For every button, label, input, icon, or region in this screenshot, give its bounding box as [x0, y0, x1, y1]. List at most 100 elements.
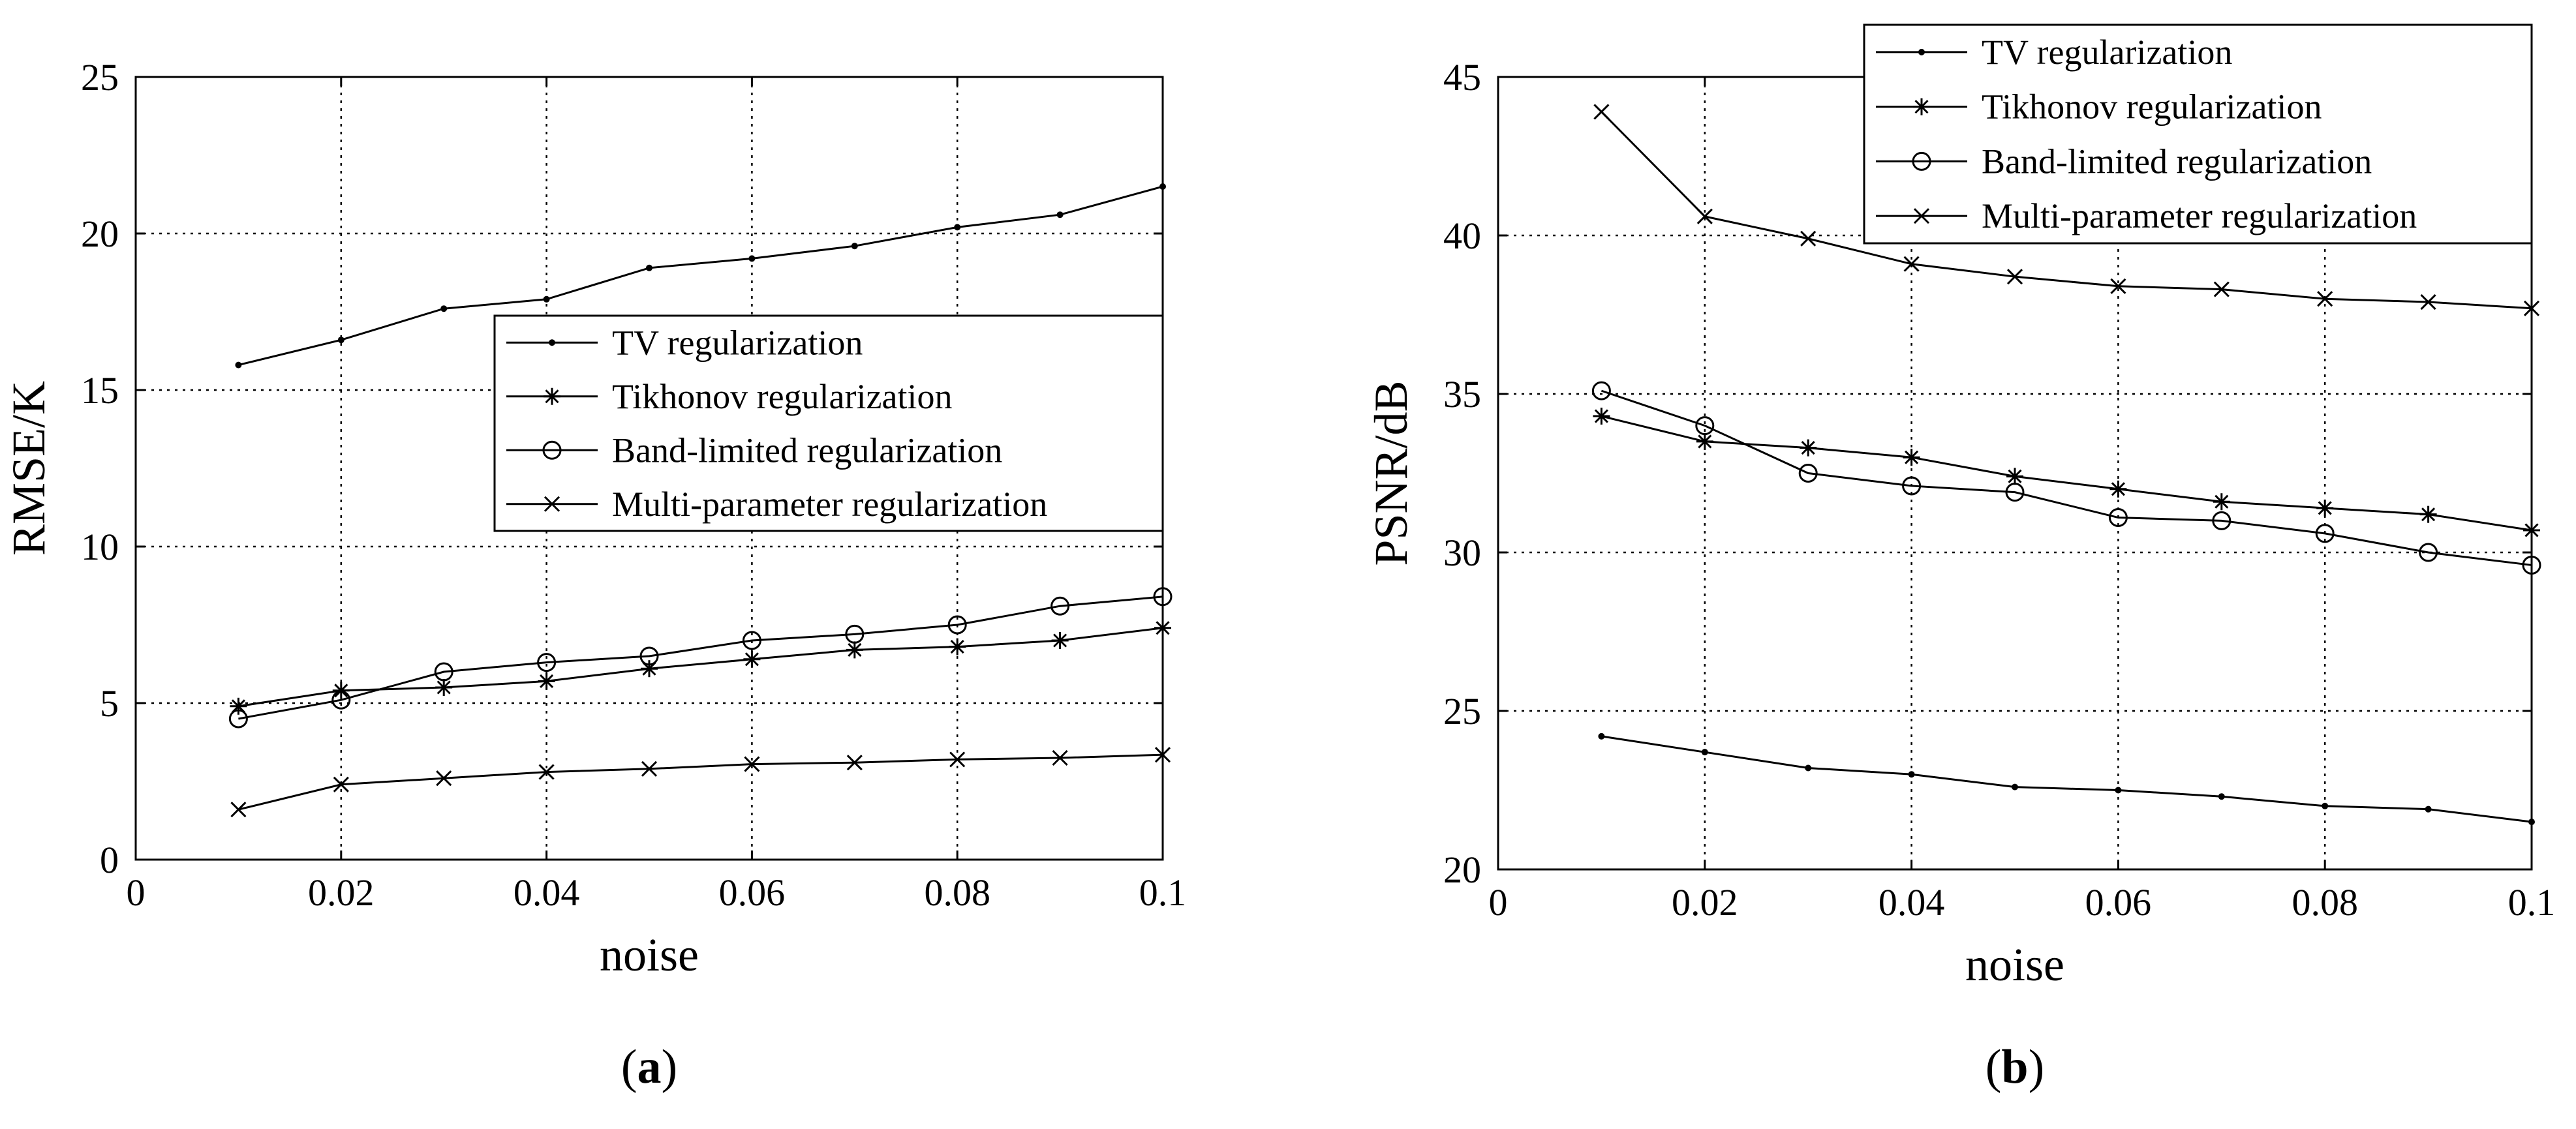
data-point: [846, 755, 863, 771]
data-point: [1593, 408, 1610, 425]
series-line: [1601, 735, 2532, 823]
series-circle: [228, 587, 1173, 729]
data-point: [435, 679, 453, 696]
y-tick-label: 10: [81, 526, 119, 568]
data-point: [2213, 281, 2230, 297]
y-axis-label: PSNR/dB: [1365, 380, 1417, 565]
legend-swatch-marker: [1918, 48, 1925, 55]
series-line: [238, 185, 1163, 367]
data-point: [846, 641, 863, 659]
legend-item: Tikhonov regularization: [506, 377, 952, 416]
series-dot: [235, 183, 1166, 369]
panel-label-letter: b: [2001, 1040, 2028, 1094]
data-point: [2005, 483, 2025, 502]
y-tick-label: 30: [1443, 532, 1481, 574]
y-tick-label: 15: [81, 369, 119, 412]
data-point: [2523, 521, 2540, 539]
panel-label: (b): [1986, 1040, 2044, 1094]
legend-label: Band-limited regularization: [1982, 142, 2372, 181]
data-point: [2218, 793, 2225, 800]
x-tick-label: 0.02: [1672, 881, 1738, 924]
y-tick-label: 25: [1443, 690, 1481, 732]
data-point: [2317, 291, 2333, 307]
legend-item: Multi-parameter regularization: [1876, 196, 2417, 235]
legend-swatch-marker: [544, 387, 560, 405]
series-x: [230, 747, 1171, 818]
data-point: [1153, 587, 1173, 607]
y-tick-label: 20: [1443, 849, 1481, 891]
data-point: [2523, 300, 2540, 316]
legend-label: Multi-parameter regularization: [1982, 196, 2417, 235]
legend-item: TV regularization: [1876, 33, 2232, 72]
legend-label: TV regularization: [612, 323, 863, 362]
data-point: [1056, 211, 1064, 218]
data-point: [2419, 543, 2438, 562]
x-tick-label: 0: [1489, 881, 1508, 924]
legend-swatch-marker: [542, 440, 562, 460]
data-point: [1903, 449, 1920, 466]
y-tick-label: 5: [100, 682, 119, 725]
data-point: [230, 802, 247, 818]
legend-label: Tikhonov regularization: [612, 377, 952, 416]
chart-panel-a: 0 0.02 0.04 0.06 0.08 0.1 0 5 10 15 20 25 noise RMSE/…: [3, 56, 1186, 1094]
chart-panel-b: 0 0.02 0.04 0.06 0.08 0.1 20 25 30 35 40 45 noise PSN…: [1365, 23, 2556, 1094]
x-tick-label: 0.04: [1878, 881, 1945, 924]
data-point: [743, 650, 761, 668]
data-point: [949, 638, 966, 655]
x-tick-label: 0.04: [514, 871, 580, 914]
data-point: [1050, 596, 1070, 616]
data-point: [337, 337, 345, 344]
data-point: [1159, 183, 1166, 190]
series-asterisk: [1593, 408, 2540, 539]
data-point: [440, 305, 448, 312]
data-point: [1695, 416, 1715, 436]
data-point: [1052, 749, 1068, 766]
data-point: [845, 624, 865, 644]
data-point: [1598, 732, 1605, 740]
data-point: [954, 224, 961, 231]
data-point: [1154, 747, 1171, 763]
data-point: [1798, 464, 1818, 483]
legend: TV regularization Tikhonov regularization…: [493, 314, 1164, 532]
data-point: [2108, 508, 2128, 528]
data-point: [537, 653, 557, 672]
legend: TV regularization Tikhonov regularization…: [1863, 23, 2533, 245]
data-point: [742, 631, 761, 650]
x-tick-label: 0.1: [1139, 871, 1187, 914]
x-tick-label: 0.08: [2292, 881, 2358, 924]
x-tick-label: 0.02: [308, 871, 375, 914]
data-point: [1903, 256, 1920, 272]
y-tick-label: 20: [81, 213, 119, 255]
x-tick-label: 0.08: [924, 871, 990, 914]
data-point: [949, 751, 966, 768]
x-tick-label: 0.06: [2085, 881, 2152, 924]
legend-swatch-marker: [544, 496, 560, 512]
series-line: [1601, 389, 2532, 566]
data-point: [2006, 468, 2023, 485]
data-point: [748, 255, 756, 262]
legend-item: Band-limited regularization: [506, 430, 1002, 470]
legend-label: TV regularization: [1982, 33, 2232, 72]
data-point: [2212, 511, 2231, 530]
legend-label: Multi-parameter regularization: [612, 485, 1047, 524]
y-tick-label: 0: [100, 839, 119, 881]
data-point: [1908, 771, 1915, 778]
x-tick-label: 0.1: [2508, 881, 2556, 924]
data-point: [947, 615, 967, 635]
y-tick-label: 40: [1443, 215, 1481, 257]
data-point: [1154, 619, 1171, 637]
data-point: [538, 764, 555, 780]
series-line: [238, 753, 1163, 811]
panel-label: (a): [621, 1040, 677, 1094]
x-tick-label: 0: [127, 871, 146, 914]
legend-item: TV regularization: [506, 323, 863, 362]
series-x: [1593, 104, 2540, 316]
series-asterisk: [230, 619, 1171, 715]
data-point: [331, 690, 351, 710]
legend-swatch-marker: [1913, 98, 1930, 115]
legend-label: Band-limited regularization: [612, 430, 1002, 470]
data-point: [538, 672, 555, 690]
data-point: [1701, 749, 1708, 756]
series-line: [1601, 415, 2532, 532]
